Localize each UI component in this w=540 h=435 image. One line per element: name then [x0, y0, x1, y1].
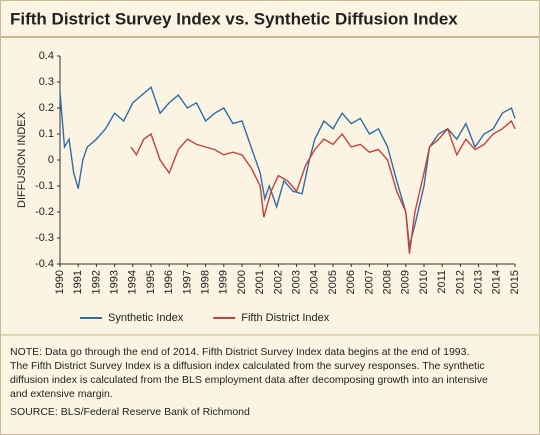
- y-tick-label: 0.2: [39, 102, 54, 114]
- note-line: and extensive margin.: [10, 388, 113, 400]
- y-axis-label: DIFFUSION INDEX: [16, 111, 28, 208]
- series-line: [59, 86, 516, 246]
- x-tick-label: 2013: [473, 270, 485, 294]
- x-tick-label: 2010: [418, 270, 430, 294]
- x-tick-label: 1992: [90, 270, 102, 294]
- x-tick-label: 1996: [163, 270, 175, 294]
- x-tick-label: 1995: [145, 270, 157, 294]
- x-tick-label: 2002: [272, 270, 284, 294]
- y-tick-label: -0.3: [35, 232, 54, 244]
- x-tick-label: 2014: [491, 270, 503, 294]
- x-tick-label: 2005: [327, 270, 339, 294]
- y-tick-label: 0.4: [39, 50, 54, 62]
- x-tick-label: 1998: [200, 270, 212, 294]
- note-line: diffusion index is calculated from the B…: [10, 374, 488, 386]
- x-tick-label: 1991: [72, 270, 84, 294]
- x-tick-label: 1990: [54, 270, 66, 294]
- note-label: NOTE:: [10, 346, 42, 358]
- x-tick-label: 1999: [218, 270, 230, 294]
- x-tick-label: 2006: [345, 270, 357, 294]
- source-label: SOURCE:: [10, 406, 58, 418]
- note-line: The Fifth District Survey Index is a dif…: [10, 360, 485, 372]
- x-tick-label: 2008: [382, 270, 394, 294]
- y-tick-label: 0.3: [39, 76, 54, 88]
- y-tick-label: -0.4: [35, 258, 54, 270]
- x-tick-label: 2011: [436, 270, 448, 294]
- x-tick-label: 2004: [309, 270, 321, 294]
- legend-label: Fifth District Index: [241, 312, 330, 324]
- source-text: BLS/Federal Reserve Bank of Richmond: [61, 406, 250, 418]
- source: SOURCE: BLS/Federal Reserve Bank of Rich…: [10, 406, 250, 418]
- x-tick-label: 2007: [363, 270, 375, 294]
- y-tick-label: -0.1: [35, 180, 54, 192]
- x-tick-label: 1994: [127, 270, 139, 294]
- x-tick-label: 1993: [109, 270, 121, 294]
- x-tick-label: 2003: [291, 270, 303, 294]
- note: NOTE: Data go through the end of 2014. F…: [10, 346, 469, 358]
- series-line: [130, 119, 516, 254]
- chart-title: Fifth District Survey Index vs. Syntheti…: [10, 9, 458, 28]
- x-tick-label: 2009: [400, 270, 412, 294]
- x-tick-label: 1997: [181, 270, 193, 294]
- note-line: Data go through the end of 2014. Fifth D…: [45, 346, 469, 358]
- x-tick-label: 2012: [454, 270, 466, 294]
- legend-label: Synthetic Index: [108, 312, 184, 324]
- x-tick-label: 2000: [236, 270, 248, 294]
- x-tick-label: 2001: [254, 270, 266, 294]
- y-tick-label: 0: [48, 154, 54, 166]
- y-tick-label: 0.1: [39, 128, 54, 140]
- y-tick-label: -0.2: [35, 206, 54, 218]
- x-tick-label: 2015: [509, 270, 521, 294]
